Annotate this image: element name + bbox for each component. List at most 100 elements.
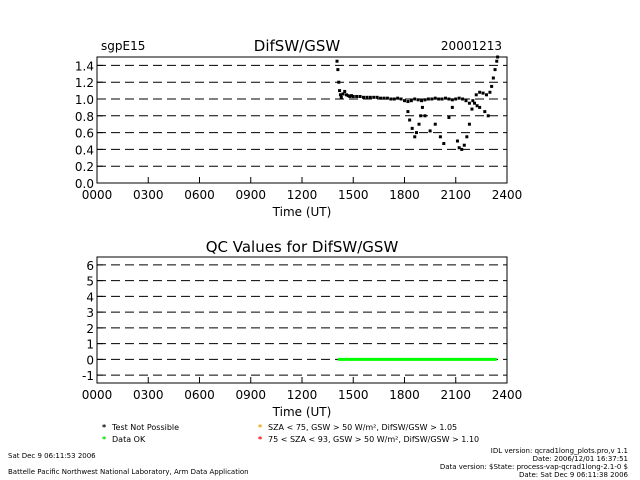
legend-item-sza-93: * 75 < SZA < 93, GSW > 50 W/m², DifSW/GSW…: [258, 435, 479, 444]
data-point: [437, 97, 441, 101]
top-grid: [96, 64, 508, 184]
x-tick-label: 0000: [82, 388, 113, 402]
data-point: [447, 115, 451, 119]
top-chart: sgpE15 DifSW/GSW 20001213 0.00.20.40.60.…: [75, 37, 522, 219]
top-x-tick-labels: 0000 0300 0600 0900 1200 1500 1800 2100 2400: [82, 188, 523, 202]
data-point: [462, 143, 466, 147]
x-tick-label: 0300: [133, 188, 164, 202]
y-tick-label: 1.4: [75, 59, 94, 73]
data-point: [409, 99, 413, 103]
data-point: [406, 100, 410, 104]
x-tick-label: 1800: [389, 188, 420, 202]
legend-text: Data OK: [112, 435, 146, 444]
data-point: [344, 93, 348, 97]
data-point: [408, 118, 412, 122]
legend-text: Test Not Possible: [112, 423, 180, 432]
data-point: [471, 99, 475, 103]
x-tick-label: 1800: [389, 388, 420, 402]
data-point: [420, 99, 424, 103]
y-tick-label: 1.0: [75, 93, 94, 107]
data-point: [389, 97, 393, 101]
data-point: [495, 59, 499, 63]
data-point: [416, 98, 420, 102]
x-tick-label: 2100: [440, 188, 471, 202]
data-point: [355, 94, 359, 98]
data-point: [488, 90, 492, 94]
data-point: [346, 94, 350, 98]
data-point: [457, 96, 461, 100]
data-point: [396, 96, 400, 100]
data-point: [485, 93, 488, 97]
data-point: [339, 95, 343, 99]
data-point: [406, 110, 410, 114]
data-point: [336, 68, 340, 72]
data-point: [426, 97, 430, 101]
y-tick-label: 0.4: [75, 143, 94, 157]
data-point: [455, 139, 459, 143]
data-point: [423, 114, 427, 118]
data-point: [465, 135, 469, 139]
bottom-plot-frame: [96, 256, 508, 384]
data-point: [491, 76, 495, 80]
y-tick-label: 4: [86, 290, 94, 304]
y-tick-label: 0.2: [75, 160, 94, 174]
data-point: [481, 91, 485, 95]
top-data-points: [335, 55, 500, 151]
y-tick-label: 1.2: [75, 76, 94, 90]
y-tick-label: 0: [86, 353, 94, 367]
data-point: [440, 97, 444, 101]
data-point: [338, 93, 342, 97]
x-tick-label: 1200: [287, 388, 318, 402]
legend-item-test-not-possible: * Test Not Possible: [102, 423, 179, 432]
data-point: [338, 89, 342, 93]
data-point: [467, 122, 471, 126]
footer-run-date: Sat Dec 9 06:11:53 2006: [8, 452, 96, 460]
data-point: [351, 94, 355, 98]
data-point: [368, 95, 372, 99]
data-point: [461, 97, 465, 101]
data-point: [430, 97, 434, 101]
data-point: [362, 95, 365, 99]
y-tick-label: 5: [86, 275, 94, 289]
data-point: [428, 129, 432, 133]
data-point: [372, 95, 376, 99]
footer-data-date: Date: Sat Dec 9 06:11:38 2006: [519, 471, 628, 479]
top-y-tick-labels: 0.0 0.2 0.4 0.6 0.8 1.0 1.2 1.4: [75, 59, 94, 191]
data-point: [335, 59, 339, 63]
date-label: 20001213: [441, 39, 502, 53]
x-tick-label: 2400: [492, 388, 523, 402]
data-point: [450, 98, 454, 102]
data-point: [341, 92, 345, 96]
x-tick-label: 0600: [184, 388, 215, 402]
legend-star-icon: *: [102, 423, 107, 432]
data-point: [348, 94, 352, 98]
data-point: [433, 122, 437, 126]
data-point: [410, 126, 414, 130]
data-point: [382, 96, 386, 100]
footer-idl-date: Date: 2006/12/01 16:37:51: [532, 455, 628, 463]
x-tick-label: 2100: [440, 388, 471, 402]
legend-star-icon: *: [258, 435, 263, 444]
data-point: [464, 99, 468, 103]
data-point: [473, 101, 477, 105]
data-point: [350, 94, 354, 98]
x-tick-label: 0900: [235, 188, 266, 202]
data-point: [450, 105, 454, 109]
footer-lab: Battelle Pacific Northwest National Labo…: [8, 468, 249, 476]
footer-data-version: Data version: $State: process-vap-qcrad1…: [439, 463, 628, 471]
y-tick-label: -1: [82, 369, 94, 383]
legend-item-data-ok: * Data OK: [102, 435, 145, 444]
data-point: [470, 107, 474, 111]
y-tick-label: 1: [86, 338, 94, 352]
data-point: [413, 135, 417, 139]
data-point: [403, 99, 406, 103]
footer-idl-version: IDL version: qcrad1long_plots.pro,v 1.1: [490, 447, 628, 455]
data-point: [385, 96, 389, 100]
data-point: [454, 97, 458, 101]
data-point: [392, 97, 396, 101]
legend-text: 75 < SZA < 93, GSW > 50 W/m², DifSW/GSW …: [268, 435, 480, 444]
station-label: sgpE15: [101, 39, 145, 53]
data-point: [442, 142, 446, 146]
data-point: [379, 96, 383, 100]
